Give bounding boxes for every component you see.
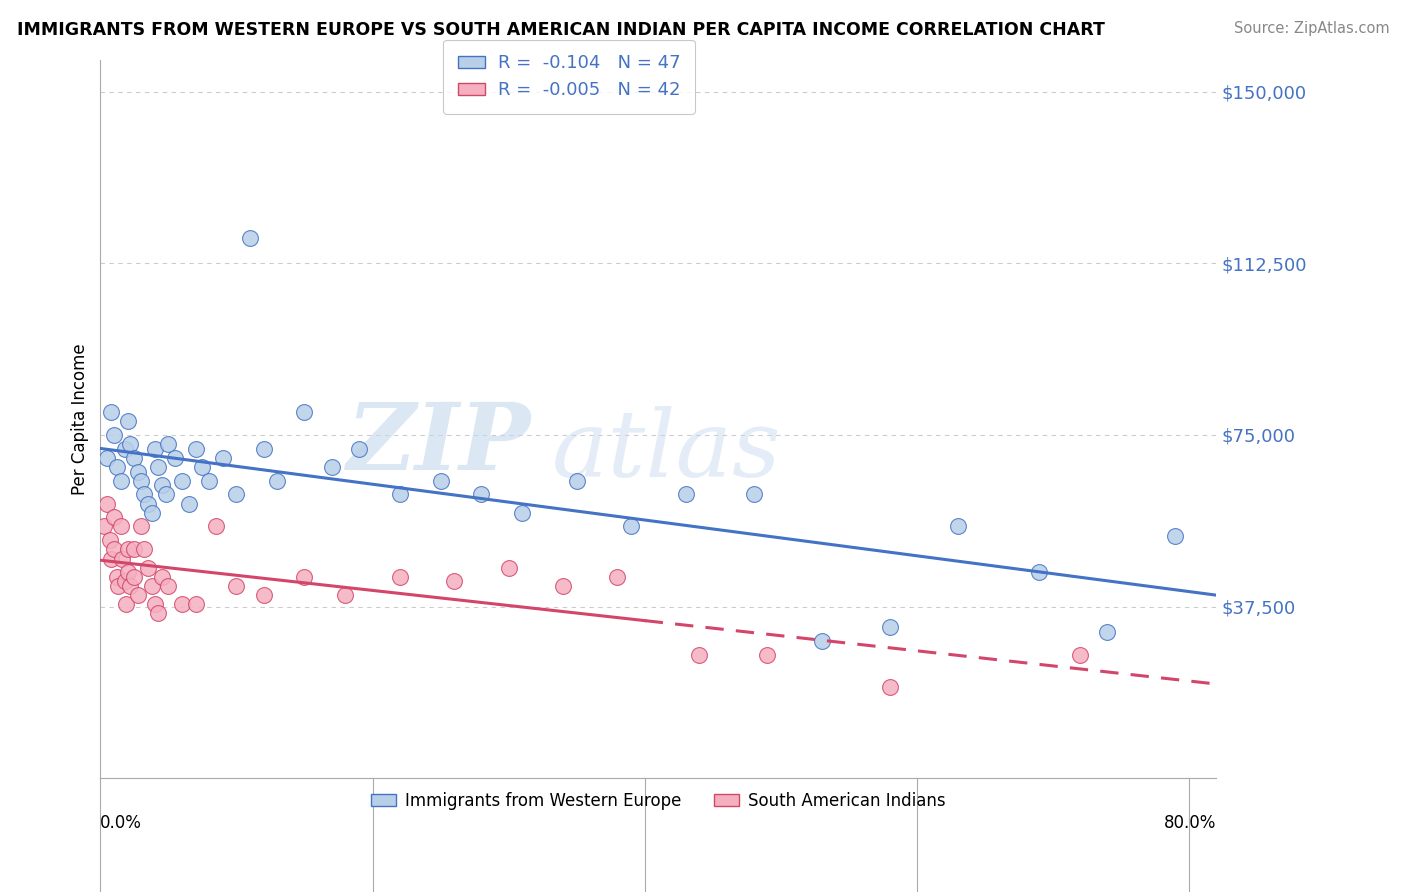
Point (103, 510, 125, 524)
Point (157, 579, 180, 593)
Point (606, 570, 628, 584)
Point (115, 597, 138, 611)
Point (141, 579, 163, 593)
Point (117, 414, 139, 428)
Point (810, 634, 832, 648)
Point (551, 579, 574, 593)
Point (253, 588, 276, 602)
Point (335, 588, 357, 602)
Point (155, 487, 177, 501)
Point (100, 405, 122, 419)
Point (143, 597, 166, 611)
Point (498, 560, 520, 574)
Point (150, 478, 173, 492)
Point (388, 487, 411, 501)
Point (124, 542, 146, 557)
Point (266, 474, 288, 488)
Point (225, 579, 247, 593)
Point (253, 442, 276, 456)
Text: Source: ZipAtlas.com: Source: ZipAtlas.com (1233, 21, 1389, 36)
Point (98, 533, 121, 548)
Point (114, 574, 136, 589)
Y-axis label: Per Capita Income: Per Capita Income (72, 343, 89, 495)
Point (143, 442, 166, 456)
Point (96, 497, 118, 511)
Point (184, 442, 207, 456)
Point (756, 648, 779, 662)
Point (225, 487, 247, 501)
Point (124, 570, 146, 584)
Point (1028, 566, 1050, 580)
Point (110, 474, 132, 488)
Point (136, 497, 159, 511)
Point (120, 437, 142, 451)
Point (127, 588, 149, 602)
Point (388, 570, 411, 584)
Point (105, 460, 128, 475)
Legend: Immigrants from Western Europe, South American Indians: Immigrants from Western Europe, South Am… (364, 785, 952, 817)
Point (946, 519, 969, 533)
Point (1097, 624, 1119, 639)
Point (132, 487, 155, 501)
Point (1164, 529, 1187, 543)
Point (103, 428, 125, 442)
Text: 0.0%: 0.0% (100, 814, 142, 832)
Point (114, 442, 136, 456)
Point (211, 450, 233, 465)
Point (321, 460, 343, 475)
Point (107, 579, 129, 593)
Point (191, 460, 214, 475)
Point (96, 450, 118, 465)
Point (120, 579, 142, 593)
Text: 80.0%: 80.0% (1164, 814, 1216, 832)
Point (136, 560, 159, 574)
Point (198, 474, 221, 488)
Point (429, 474, 451, 488)
Point (565, 474, 588, 488)
Point (103, 542, 125, 557)
Point (688, 648, 710, 662)
Text: ZIP: ZIP (346, 399, 530, 489)
Point (132, 542, 155, 557)
Text: IMMIGRANTS FROM WESTERN EUROPE VS SOUTH AMERICAN INDIAN PER CAPITA INCOME CORREL: IMMIGRANTS FROM WESTERN EUROPE VS SOUTH … (17, 21, 1105, 38)
Point (146, 607, 169, 621)
Point (879, 620, 901, 634)
Point (239, 231, 262, 245)
Point (177, 497, 200, 511)
Point (93, 519, 115, 533)
Point (294, 570, 316, 584)
Point (510, 506, 533, 520)
Point (170, 474, 193, 488)
Point (129, 519, 152, 533)
Point (117, 542, 139, 557)
Point (150, 570, 173, 584)
Point (675, 487, 697, 501)
Point (117, 566, 139, 580)
Point (165, 450, 187, 465)
Point (111, 551, 134, 566)
Point (157, 437, 180, 451)
Point (184, 597, 207, 611)
Text: atlas: atlas (553, 406, 782, 496)
Point (141, 506, 163, 520)
Point (146, 460, 169, 475)
Point (347, 442, 370, 456)
Point (1069, 648, 1091, 662)
Point (100, 551, 122, 566)
Point (127, 465, 149, 479)
Point (205, 519, 228, 533)
Point (129, 474, 152, 488)
Point (110, 519, 132, 533)
Point (294, 405, 316, 419)
Point (170, 597, 193, 611)
Point (470, 487, 492, 501)
Point (105, 570, 128, 584)
Point (124, 450, 146, 465)
Point (620, 519, 643, 533)
Point (879, 680, 901, 694)
Point (443, 574, 465, 589)
Point (742, 487, 765, 501)
